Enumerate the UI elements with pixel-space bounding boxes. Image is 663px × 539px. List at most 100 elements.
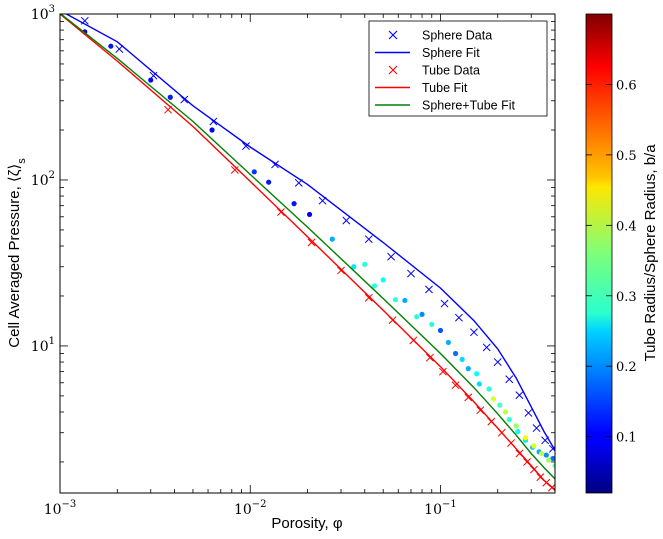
colorbar-tick-label: 0.1 — [616, 431, 637, 446]
sphere-datamarker — [387, 252, 396, 261]
y-axis-title: Cell Averaged Pressure, ⟨ζ⟩s — [6, 158, 28, 348]
colored-data-point — [465, 366, 471, 372]
colored-data-point — [392, 297, 399, 303]
colored-data-point — [497, 402, 503, 408]
colored-data-point — [251, 169, 257, 175]
sphere-datamarker — [425, 285, 433, 294]
colored-data-point — [550, 455, 555, 462]
legend-label: Sphere Data — [422, 29, 492, 43]
colorbar: 0.1 0.2 0.3 0.4 0.5 0.6 Tube Radius/Sphere Ra… — [585, 13, 659, 494]
tube-datamarker — [438, 367, 447, 376]
sphere-datamarker — [440, 299, 449, 308]
colored-data-point — [445, 339, 451, 346]
x-axis-title: Porosity, φ — [271, 515, 342, 532]
legend-label: Tube Fit — [422, 81, 468, 95]
colored-data-point — [291, 201, 297, 207]
legend: Sphere Data Sphere Fit Tube Data Tube Fit Sp… — [368, 20, 548, 117]
sphere-datamarker — [482, 343, 491, 352]
tube-datamarker — [476, 406, 485, 415]
x-tick-label: 10−3 — [44, 499, 77, 518]
legend-label: Tube Data — [422, 64, 480, 78]
colored-data-point — [459, 356, 465, 362]
sphere-datamarker — [515, 391, 524, 400]
sphere-datamarker — [524, 408, 533, 417]
colored-data-point — [351, 264, 357, 270]
tube-datamarker — [307, 238, 316, 247]
colored-data-point — [515, 428, 521, 435]
tube-datamarker — [523, 457, 531, 466]
colored-data-point — [402, 297, 408, 304]
tube-datamarker — [487, 417, 496, 426]
colorbar-gradient — [585, 13, 613, 494]
sphere-datamarker — [407, 269, 415, 278]
colored-data-point — [506, 416, 512, 423]
colored-data-point — [538, 450, 545, 457]
sphere-datamarker — [180, 95, 189, 104]
sphere-datamarker — [532, 424, 541, 433]
tube-fitline — [60, 14, 555, 491]
colorbar-tick-label: 0.6 — [616, 78, 637, 93]
colored-data-point — [429, 321, 435, 327]
colored-data-point — [108, 43, 114, 49]
sphere-datamarker — [493, 358, 502, 366]
legend-marker — [388, 65, 398, 75]
colored-data-point — [452, 350, 459, 357]
tube-datamarker — [547, 483, 555, 492]
sphere-datamarker — [548, 444, 555, 453]
colored-data-point — [148, 77, 154, 83]
tube-datamarker — [425, 353, 434, 362]
colored-data-point — [437, 327, 444, 334]
colorbar-tick-label: 0.4 — [616, 219, 637, 234]
sphere-datamarker — [271, 160, 279, 169]
sphere-datamarker — [541, 436, 550, 445]
sphere-datamarker — [242, 142, 250, 151]
colored-data-point — [543, 452, 549, 458]
colored-data-point — [266, 179, 272, 185]
legend-marker — [388, 30, 398, 40]
axis-ticks — [59, 13, 556, 493]
tube-datamarker — [507, 439, 516, 447]
sphere-datamarker — [209, 117, 218, 126]
colored-data-point — [209, 127, 215, 133]
tube-datamarker — [164, 105, 173, 114]
colored-data-point — [490, 396, 497, 402]
colored-data-point — [531, 443, 537, 449]
sphere-datamarker — [149, 71, 158, 80]
sphere-fitline — [64, 14, 555, 451]
tube-datamarker — [451, 381, 460, 390]
colored-data-point — [552, 463, 555, 469]
colored-data-point — [486, 386, 492, 392]
colored-data-point — [414, 314, 420, 320]
colored-data-point — [329, 236, 335, 242]
sphere-datamarker — [364, 235, 373, 244]
tube-datamarker — [337, 266, 345, 275]
colored-data-point — [476, 381, 482, 387]
tick-labels: 10−3 10−2 10−1 101 102 103 — [31, 4, 457, 518]
tube-datamarker — [276, 208, 285, 217]
tube-datamarker — [364, 293, 373, 302]
colored-data-point — [419, 311, 425, 317]
sphere-datamarker — [294, 178, 303, 187]
colored-data-point — [513, 423, 519, 429]
sphere-datamarker — [505, 375, 514, 384]
x-tick-label: 10−1 — [424, 499, 457, 518]
sphere-datamarker — [80, 16, 89, 25]
sphere-tube-fitline — [60, 14, 555, 480]
tube-datamarker — [497, 428, 506, 437]
legend-box — [368, 20, 548, 117]
sphere-datamarker — [470, 328, 478, 337]
colored-data-point — [167, 94, 173, 100]
legend-label: Sphere+Tube Fit — [422, 99, 516, 113]
tube-datamarker — [515, 449, 524, 458]
colored-data-point — [545, 457, 552, 463]
colored-data-point — [371, 283, 378, 289]
colored-data-point — [474, 371, 480, 377]
sphere-datamarker — [115, 45, 124, 53]
colorbar-tick-label: 0.5 — [616, 149, 637, 164]
y-tick-label: 102 — [31, 170, 55, 189]
tube-datamarker — [230, 165, 239, 174]
colored-data-point — [503, 409, 509, 415]
colorbar-tick-label: 0.2 — [616, 360, 637, 375]
colorbar-title: Tube Radius/Sphere Radius, b/a — [642, 144, 659, 362]
